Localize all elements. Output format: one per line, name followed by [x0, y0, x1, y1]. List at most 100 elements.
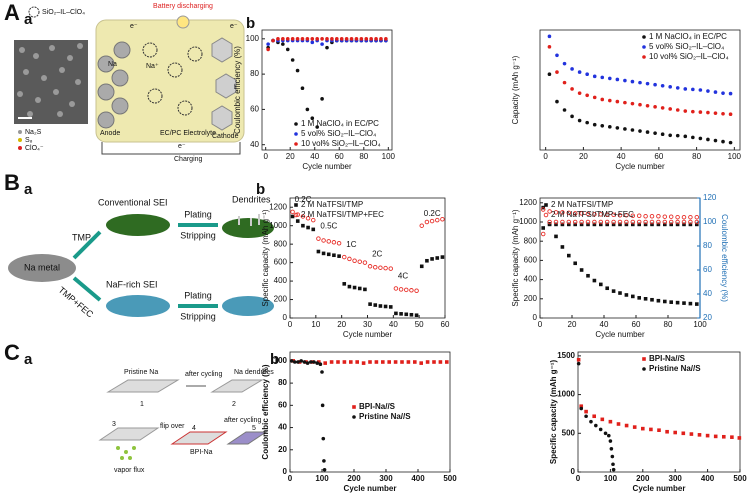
x-tick-label: 300	[669, 474, 683, 483]
marker	[662, 219, 668, 225]
marker	[579, 406, 584, 411]
marker	[347, 256, 352, 262]
diagram-a: SiO₂–IL–ClO₄ Battery discharging e⁻ e⁻ e…	[14, 3, 245, 163]
marker	[668, 85, 672, 89]
marker	[555, 99, 559, 104]
marker	[585, 93, 589, 98]
legend-label: BPI-Na//S	[649, 354, 686, 363]
label: Plating	[184, 290, 212, 300]
marker	[698, 110, 703, 114]
marker	[608, 439, 613, 443]
marker	[630, 219, 636, 225]
marker	[316, 236, 321, 241]
y-tick-label: 1000	[557, 390, 575, 399]
legend-label: 2 M NaTFSI/TMP	[301, 200, 363, 209]
y-tick-label: 1000	[519, 217, 537, 226]
marker	[691, 135, 695, 140]
marker	[721, 139, 725, 144]
annotation: 0.2C	[295, 195, 312, 204]
marker	[349, 360, 353, 364]
marker	[553, 219, 559, 225]
disc	[222, 218, 274, 238]
marker	[675, 86, 680, 90]
marker	[305, 37, 310, 41]
marker	[383, 265, 388, 271]
y2-tick-label: 20	[703, 313, 712, 322]
marker	[630, 101, 635, 106]
marker	[713, 111, 718, 115]
step: 5	[252, 425, 256, 432]
marker	[609, 446, 614, 451]
annotation: 0.2C	[424, 209, 441, 218]
marker	[611, 212, 616, 218]
y-axis-label: Coulombic efficiency (%)	[233, 46, 242, 134]
marker	[624, 293, 629, 297]
x-tick-label: 60	[632, 320, 641, 329]
marker	[683, 87, 688, 91]
marker	[335, 37, 339, 41]
legend-marker	[293, 212, 299, 218]
marker	[305, 107, 310, 112]
label: Plating	[184, 209, 212, 219]
marker	[293, 360, 297, 364]
legend-marker	[544, 203, 548, 207]
x-tick-label: 80	[664, 320, 673, 329]
marker	[728, 112, 733, 117]
marker	[424, 219, 430, 225]
arrow	[72, 230, 102, 260]
marker	[643, 213, 648, 219]
marker	[419, 223, 425, 228]
marker	[649, 219, 655, 225]
marker	[547, 222, 552, 227]
marker	[668, 219, 674, 225]
y2-tick-label: 120	[703, 193, 717, 202]
marker	[266, 42, 270, 46]
marker	[683, 109, 688, 113]
marker	[285, 47, 290, 52]
y2-tick-label: 100	[703, 217, 717, 226]
marker	[643, 222, 648, 227]
marker	[374, 360, 379, 364]
marker	[645, 103, 650, 108]
marker	[610, 454, 615, 459]
marker	[320, 403, 325, 408]
marker	[310, 116, 315, 121]
legend-label: 2 M NaTFSI/TMP+FEC	[301, 210, 384, 219]
marker	[589, 419, 593, 424]
marker	[645, 81, 650, 86]
marker	[342, 254, 347, 260]
marker	[316, 249, 321, 254]
marker	[600, 75, 605, 80]
legend-marker	[642, 45, 646, 49]
marker	[373, 303, 378, 307]
anode-spheres	[97, 41, 131, 129]
panel-label: B	[4, 170, 20, 195]
marker	[409, 288, 414, 293]
x-tick-label: 60	[335, 152, 344, 161]
marker	[584, 414, 588, 419]
marker	[586, 273, 590, 278]
marker	[618, 222, 622, 227]
x-tick-label: 40	[600, 320, 609, 329]
y-tick-label: 0	[283, 313, 288, 322]
marker	[577, 118, 582, 123]
marker	[435, 256, 440, 260]
x-axis-label: Cycle number	[302, 162, 352, 171]
cell-box	[95, 19, 245, 143]
label: Charging	[174, 156, 203, 163]
marker	[320, 42, 324, 46]
marker	[611, 219, 616, 225]
marker	[721, 111, 725, 116]
marker	[311, 217, 316, 223]
marker	[577, 70, 582, 74]
diagram-c: Pristine Na after cycling Na dendrites 1…	[98, 369, 274, 474]
x-tick-label: 100	[693, 320, 707, 329]
x-tick-label: 10	[311, 320, 320, 329]
marker	[361, 361, 366, 365]
marker	[688, 301, 693, 306]
plot-frame	[577, 351, 741, 473]
label: Stripping	[180, 311, 216, 321]
marker	[585, 120, 589, 125]
marker	[305, 361, 310, 365]
marker	[643, 297, 648, 301]
